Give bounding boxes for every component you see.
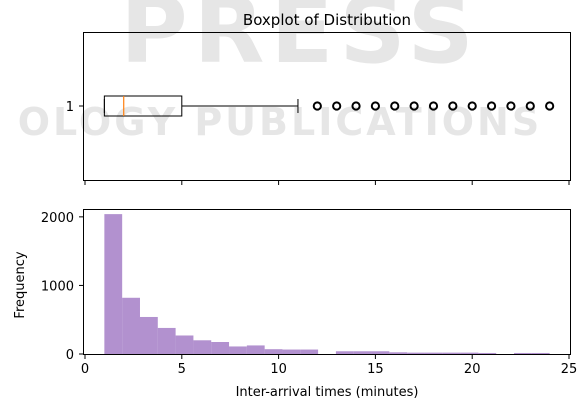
boxplot-marks (103, 95, 555, 117)
boxplot-xticks (84, 180, 570, 185)
histogram-bar (229, 346, 247, 354)
histogram-bar (157, 327, 176, 354)
histogram-bar (193, 340, 212, 354)
boxplot-title: Boxplot of Distribution (243, 11, 411, 29)
histogram-ylabel: Frequency (13, 251, 28, 318)
histogram-xtick-label: 15 (367, 362, 384, 377)
histogram-xlabel: Inter-arrival times (minutes) (236, 385, 419, 400)
boxplot-box (103, 95, 183, 117)
boxplot-outlier (409, 101, 419, 111)
boxplot-outlier (428, 101, 439, 111)
boxplot-category-label: 1 (66, 100, 74, 115)
histogram-xtick-label: 0 (81, 362, 89, 377)
boxplot-outlier (448, 101, 458, 111)
boxplot-chart: Boxplot of Distribution 1 (66, 11, 571, 185)
boxplot-outlier (525, 101, 535, 111)
histogram-bar (353, 351, 372, 354)
histogram-bar (442, 352, 461, 354)
boxplot-outlier (506, 101, 516, 111)
watermark-line-1: PRESS (120, 0, 480, 84)
histogram-bar (424, 352, 443, 354)
histogram-bar (389, 352, 408, 354)
histogram-yticks: 0 1000 2000 (41, 211, 84, 363)
histogram-bar (246, 345, 265, 354)
histogram-bar (478, 352, 497, 354)
boxplot-outlier (332, 101, 342, 111)
histogram-bar (139, 316, 158, 354)
histogram-xtick-label: 25 (561, 362, 578, 377)
histogram-bar (104, 214, 123, 354)
histogram-xticks: 0 5 10 15 20 25 (81, 354, 578, 377)
boxplot-outlier (351, 101, 361, 111)
boxplot-outlier (545, 101, 555, 111)
histogram-bar (282, 349, 301, 354)
boxplot-outlier (467, 101, 477, 111)
histogram-bar (335, 351, 354, 354)
histogram-bar (460, 352, 479, 354)
histogram-xtick-label: 20 (464, 362, 481, 377)
boxplot-axes-frame (83, 32, 571, 181)
histogram-bars (104, 214, 550, 354)
histogram-xtick-label: 5 (178, 362, 186, 377)
histogram-bar (211, 342, 230, 354)
histogram-bar (300, 349, 319, 354)
histogram-bar (407, 352, 425, 354)
histogram-chart: 0 5 10 15 20 25 0 1000 2000 Inter-arrival times… (13, 209, 578, 400)
histogram-bar (371, 351, 390, 354)
boxplot-outlier (486, 101, 497, 111)
histogram-bar (122, 297, 140, 354)
boxplot-outlier (312, 101, 322, 111)
histogram-bar (264, 349, 283, 354)
histogram-bar (175, 335, 194, 354)
boxplot-outlier (390, 101, 400, 111)
histogram-ytick-label: 1000 (41, 279, 74, 294)
histogram-ytick-label: 0 (66, 348, 74, 363)
histogram-ytick-label: 2000 (41, 211, 74, 226)
histogram-bar (531, 352, 550, 354)
histogram-xtick-label: 10 (270, 362, 287, 377)
histogram-axes-frame (83, 209, 571, 355)
boxplot-outlier (370, 101, 380, 111)
histogram-bar (514, 352, 532, 354)
